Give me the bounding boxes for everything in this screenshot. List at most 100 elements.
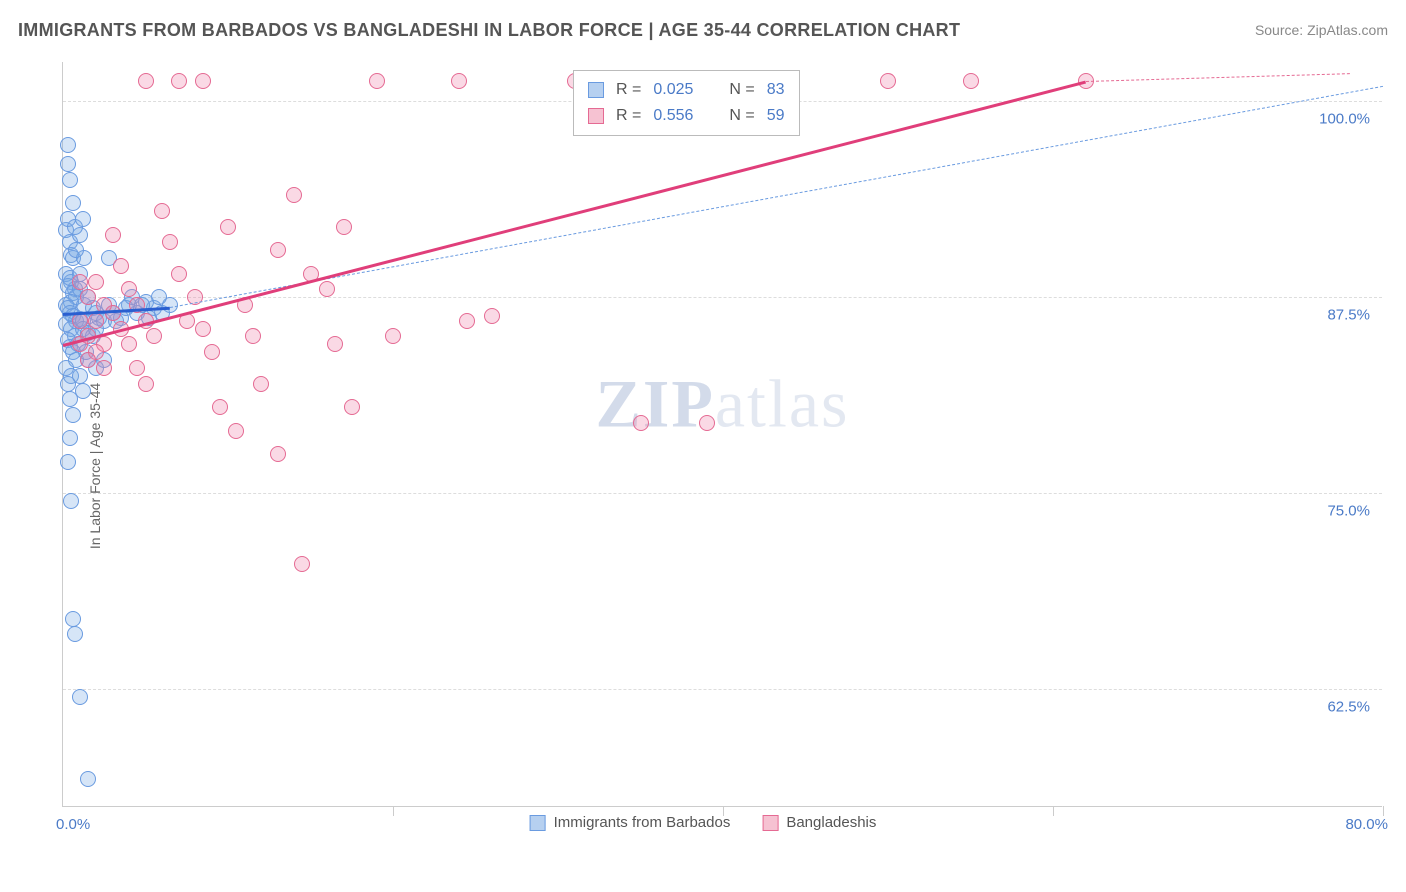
watermark: ZIPatlas [596, 365, 850, 444]
r-label: R = [616, 77, 641, 103]
data-point [129, 360, 145, 376]
data-point [195, 321, 211, 337]
data-point [270, 242, 286, 258]
x-min-label: 0.0% [56, 816, 90, 833]
data-point [294, 556, 310, 572]
data-point [459, 313, 475, 329]
legend-item: Bangladeshis [762, 814, 876, 831]
data-point [151, 289, 167, 305]
data-point [80, 352, 96, 368]
data-point [220, 219, 236, 235]
data-point [67, 626, 83, 642]
n-value: 83 [767, 77, 785, 103]
data-point [113, 258, 129, 274]
watermark-zip: ZIP [596, 366, 715, 442]
r-value: 0.556 [653, 103, 693, 129]
gridline [63, 689, 1382, 690]
x-tick [1053, 806, 1054, 816]
data-point [88, 274, 104, 290]
data-point [245, 328, 261, 344]
r-label: R = [616, 103, 641, 129]
data-point [385, 328, 401, 344]
legend-swatch [530, 815, 546, 831]
data-point [286, 187, 302, 203]
legend-swatch [588, 82, 604, 98]
x-max-label: 80.0% [1345, 816, 1388, 833]
data-point [963, 73, 979, 89]
series-legend: Immigrants from Barbados Bangladeshis [530, 814, 877, 831]
data-point [880, 73, 896, 89]
legend-label: Bangladeshis [786, 814, 876, 831]
data-point [154, 203, 170, 219]
n-label: N = [729, 103, 754, 129]
legend-row: R = 0.025 N = 83 [588, 77, 785, 103]
data-point [80, 289, 96, 305]
gridline [63, 297, 1382, 298]
x-tick [393, 806, 394, 816]
y-tick-label: 87.5% [1327, 307, 1378, 324]
scatter-plot: ZIPatlas R = 0.025 N = 83 R = 0.556 N = 59 62.5… [62, 62, 1382, 807]
data-point [80, 771, 96, 787]
data-point [65, 407, 81, 423]
r-value: 0.025 [653, 77, 693, 103]
x-tick [1383, 806, 1384, 816]
data-point [451, 73, 467, 89]
data-point [319, 281, 335, 297]
data-point [146, 328, 162, 344]
trendline [1086, 73, 1350, 82]
data-point [138, 376, 154, 392]
data-point [72, 368, 88, 384]
data-point [336, 219, 352, 235]
n-label: N = [729, 77, 754, 103]
data-point [204, 344, 220, 360]
data-point [369, 73, 385, 89]
data-point [75, 383, 91, 399]
data-point [105, 227, 121, 243]
data-point [63, 493, 79, 509]
data-point [633, 415, 649, 431]
gridline [63, 493, 1382, 494]
data-point [62, 430, 78, 446]
data-point [138, 73, 154, 89]
data-point [212, 399, 228, 415]
data-point [60, 137, 76, 153]
legend-swatch [762, 815, 778, 831]
data-point [96, 360, 112, 376]
data-point [60, 156, 76, 172]
data-point [121, 336, 137, 352]
data-point [171, 266, 187, 282]
source-attribution: Source: ZipAtlas.com [1255, 22, 1388, 38]
data-point [75, 211, 91, 227]
legend-item: Immigrants from Barbados [530, 814, 731, 831]
correlation-legend: R = 0.025 N = 83 R = 0.556 N = 59 [573, 70, 800, 136]
data-point [484, 308, 500, 324]
data-point [60, 454, 76, 470]
y-tick-label: 100.0% [1319, 111, 1378, 128]
y-tick-label: 75.0% [1327, 503, 1378, 520]
legend-swatch [588, 108, 604, 124]
data-point [699, 415, 715, 431]
data-point [228, 423, 244, 439]
chart-title: IMMIGRANTS FROM BARBADOS VS BANGLADESHI … [18, 20, 960, 40]
data-point [344, 399, 360, 415]
chart-header: IMMIGRANTS FROM BARBADOS VS BANGLADESHI … [18, 20, 1388, 50]
data-point [121, 281, 137, 297]
data-point [195, 73, 211, 89]
data-point [72, 689, 88, 705]
data-point [62, 172, 78, 188]
data-point [88, 313, 104, 329]
y-tick-label: 62.5% [1327, 699, 1378, 716]
data-point [253, 376, 269, 392]
data-point [65, 611, 81, 627]
data-point [68, 242, 84, 258]
data-point [270, 446, 286, 462]
data-point [171, 73, 187, 89]
watermark-atlas: atlas [715, 366, 850, 442]
data-point [162, 234, 178, 250]
legend-row: R = 0.556 N = 59 [588, 103, 785, 129]
data-point [327, 336, 343, 352]
legend-label: Immigrants from Barbados [554, 814, 731, 831]
data-point [72, 274, 88, 290]
n-value: 59 [767, 103, 785, 129]
plot-container: In Labor Force | Age 35-44 ZIPatlas R =0… [18, 56, 1388, 876]
